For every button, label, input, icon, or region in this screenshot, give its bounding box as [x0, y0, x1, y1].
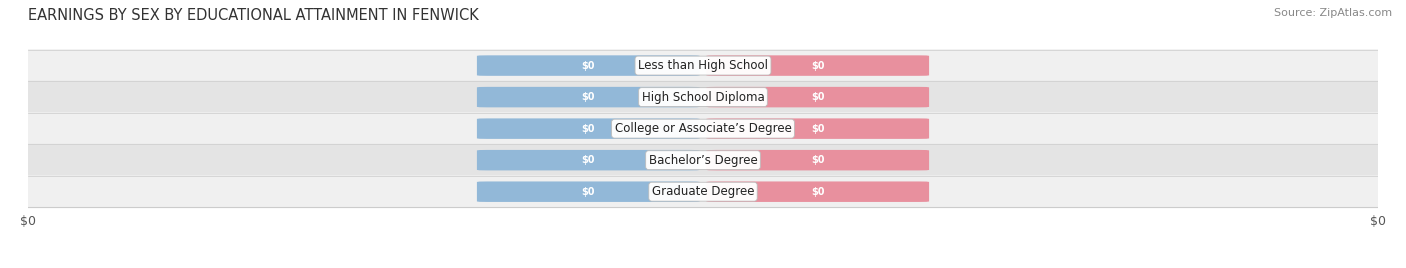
- Text: $0: $0: [582, 155, 595, 165]
- Text: $0: $0: [811, 155, 824, 165]
- Text: $0: $0: [811, 92, 824, 102]
- Text: High School Diploma: High School Diploma: [641, 91, 765, 104]
- Text: $0: $0: [582, 92, 595, 102]
- Text: Source: ZipAtlas.com: Source: ZipAtlas.com: [1274, 8, 1392, 18]
- FancyBboxPatch shape: [706, 150, 929, 170]
- Text: Graduate Degree: Graduate Degree: [652, 185, 754, 198]
- Text: Bachelor’s Degree: Bachelor’s Degree: [648, 154, 758, 167]
- Text: $0: $0: [582, 187, 595, 197]
- FancyBboxPatch shape: [477, 87, 700, 107]
- Text: Less than High School: Less than High School: [638, 59, 768, 72]
- FancyBboxPatch shape: [477, 55, 700, 76]
- FancyBboxPatch shape: [706, 55, 929, 76]
- FancyBboxPatch shape: [1, 112, 1405, 145]
- FancyBboxPatch shape: [477, 118, 700, 139]
- Text: $0: $0: [582, 124, 595, 134]
- FancyBboxPatch shape: [706, 181, 929, 202]
- Text: $0: $0: [811, 61, 824, 70]
- FancyBboxPatch shape: [706, 118, 929, 139]
- FancyBboxPatch shape: [1, 49, 1405, 82]
- FancyBboxPatch shape: [706, 87, 929, 107]
- FancyBboxPatch shape: [477, 150, 700, 170]
- Text: $0: $0: [811, 187, 824, 197]
- FancyBboxPatch shape: [1, 175, 1405, 208]
- Text: $0: $0: [582, 61, 595, 70]
- Text: $0: $0: [811, 124, 824, 134]
- FancyBboxPatch shape: [1, 144, 1405, 177]
- FancyBboxPatch shape: [1, 81, 1405, 114]
- Text: EARNINGS BY SEX BY EDUCATIONAL ATTAINMENT IN FENWICK: EARNINGS BY SEX BY EDUCATIONAL ATTAINMEN…: [28, 8, 479, 23]
- Text: College or Associate’s Degree: College or Associate’s Degree: [614, 122, 792, 135]
- FancyBboxPatch shape: [477, 181, 700, 202]
